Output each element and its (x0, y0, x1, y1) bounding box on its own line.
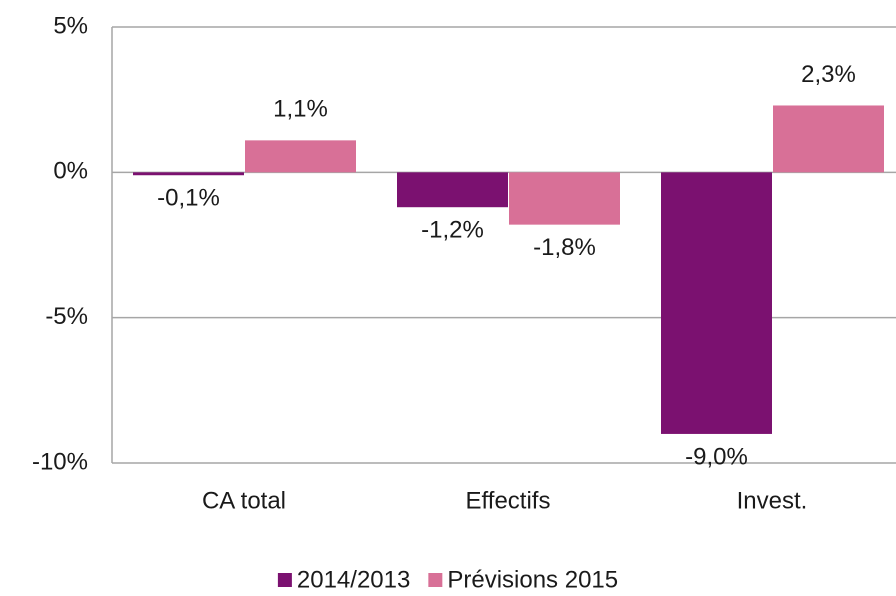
value-label: 2,3% (801, 61, 856, 88)
y-tick-label: 0% (53, 158, 88, 185)
x-tick-label: Invest. (737, 487, 808, 514)
y-tick-label: -10% (32, 448, 88, 475)
bar (509, 172, 620, 225)
value-label: -9,0% (685, 443, 748, 470)
bar (661, 172, 772, 434)
bar (397, 172, 508, 208)
y-tick-label: 5% (53, 12, 88, 39)
bar (133, 172, 244, 176)
value-label: -0,1% (157, 185, 220, 212)
x-tick-label: Effectifs (466, 487, 551, 514)
value-label: 1,1% (273, 96, 328, 123)
legend-label: Prévisions 2015 (447, 566, 618, 593)
legend-swatch (277, 573, 292, 587)
legend-swatch (428, 573, 443, 587)
value-label: -1,2% (421, 217, 484, 244)
x-tick-label: CA total (202, 487, 286, 514)
bar (773, 105, 884, 173)
legend-label: 2014/2013 (297, 566, 410, 593)
bar (245, 140, 356, 173)
y-tick-label: -5% (45, 303, 88, 330)
value-label: -1,8% (533, 234, 596, 261)
